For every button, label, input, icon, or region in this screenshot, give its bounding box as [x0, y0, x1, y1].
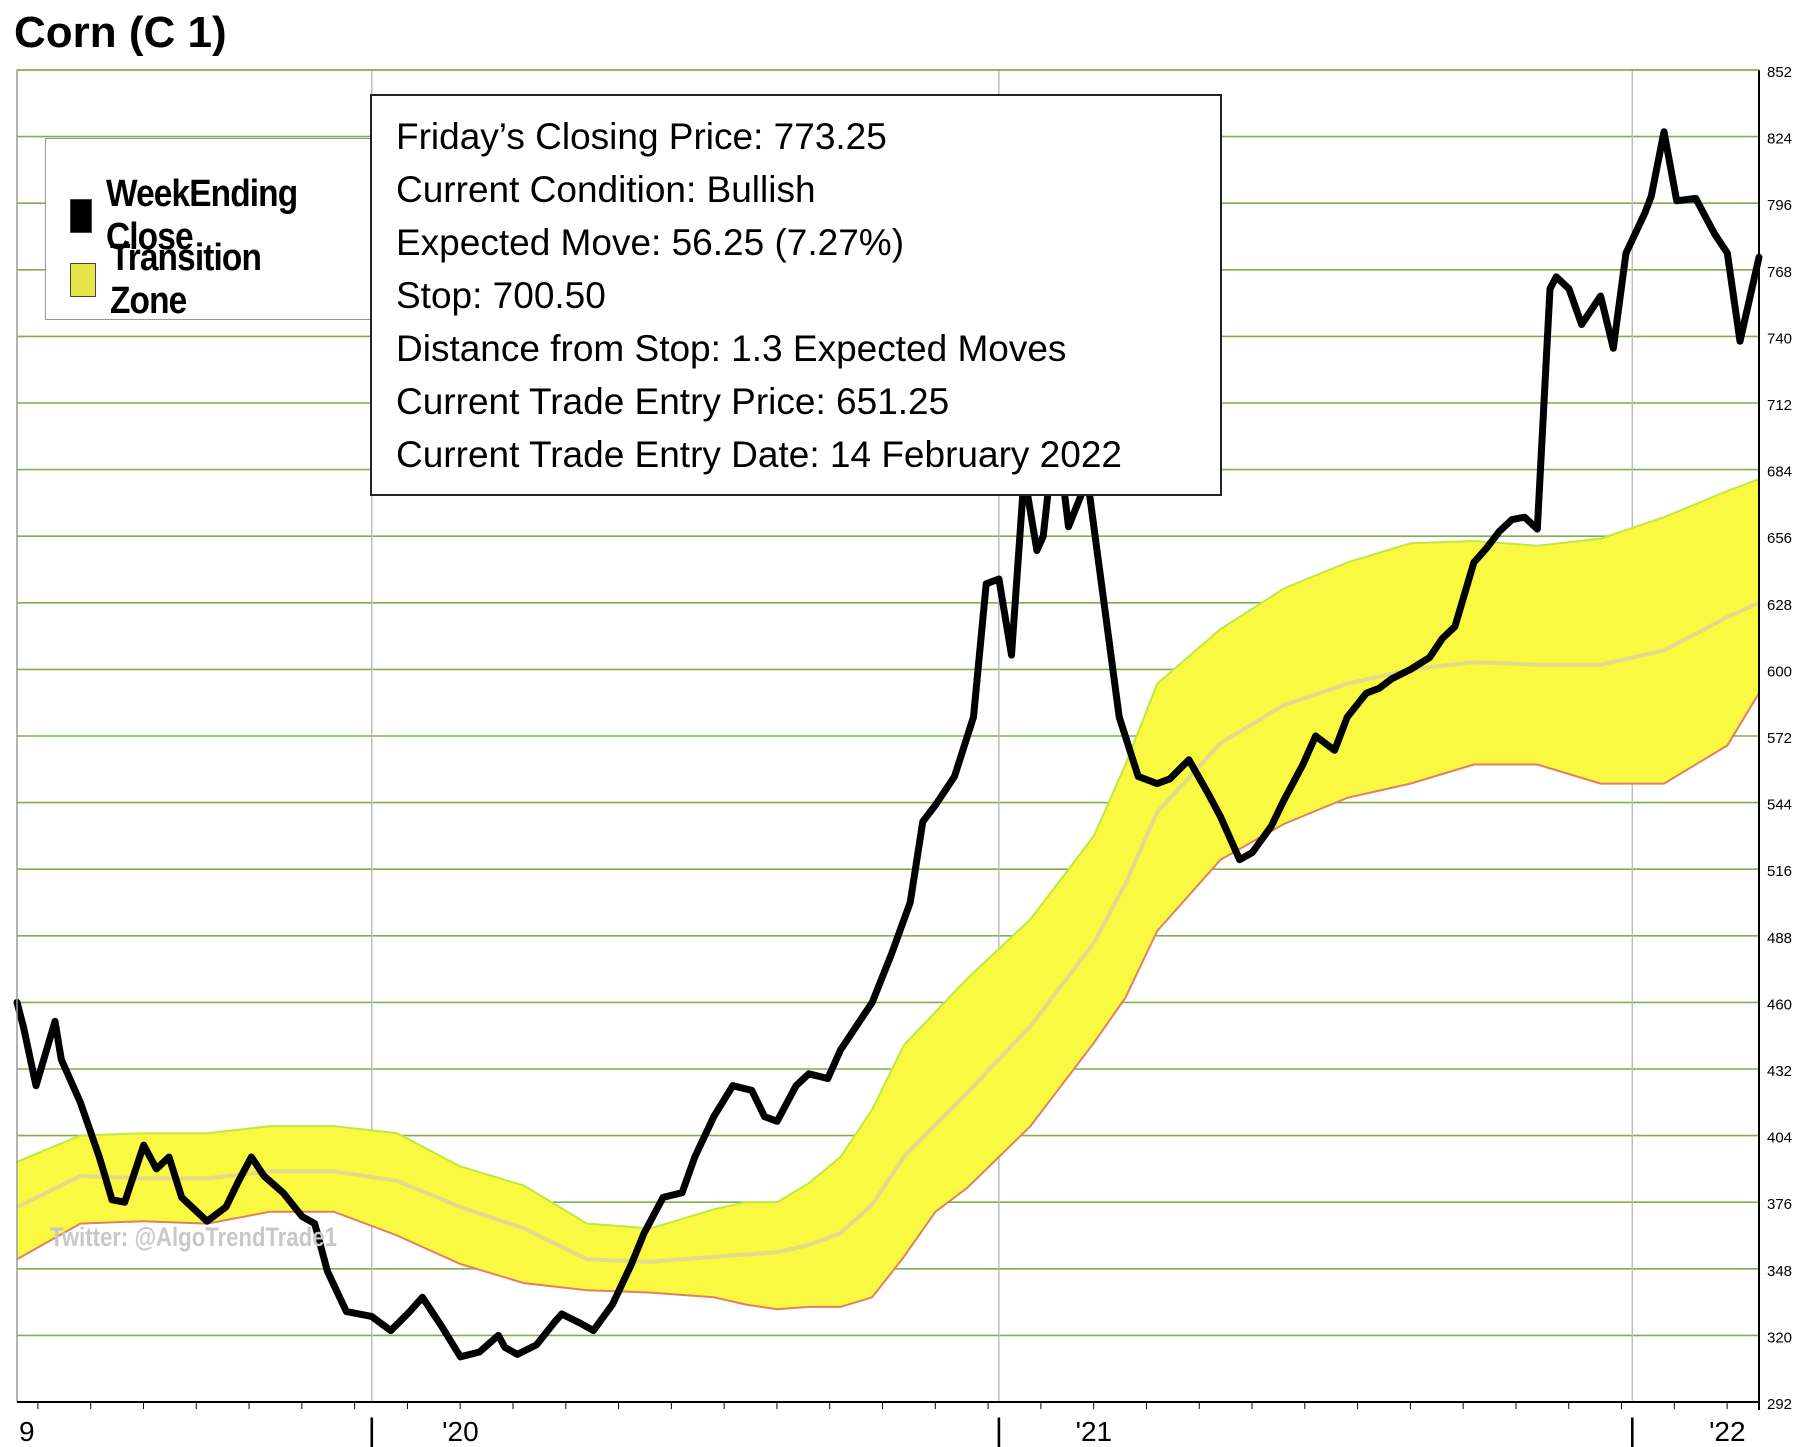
legend-item-zone: Transition Zone — [70, 237, 376, 323]
y-tick-label-712: 712 — [1767, 397, 1792, 414]
watermark: Twitter: @AlgoTrendTrade1 — [50, 1222, 337, 1252]
y-tick-label-544: 544 — [1767, 797, 1792, 814]
info-distance-from-stop: Distance from Stop: 1.3 Expected Moves — [396, 328, 1067, 369]
y-tick-label-376: 376 — [1767, 1196, 1792, 1213]
y-tick-label-600: 600 — [1767, 663, 1792, 680]
x-tick-labels: 9 | '20 | '21 | '22 — [19, 1412, 1746, 1447]
legend-label-close: WeekEnding Close — [105, 173, 298, 258]
y-tick-labels: 852 824 796 768 740 712 684 656 628 600 572 544 516 4… — [1767, 64, 1792, 1413]
info-expected-move: Expected Move: 56.25 (7.27%) — [396, 222, 905, 263]
weekending-close-series — [13, 128, 1763, 1361]
y-tick-label-684: 684 — [1767, 464, 1792, 481]
x-tick-label-2: '20 — [442, 1416, 479, 1447]
legend-label-zone: Transition Zone — [109, 237, 262, 322]
y-tick-label-628: 628 — [1767, 597, 1792, 614]
y-tick-label-404: 404 — [1767, 1130, 1792, 1147]
x-tick-label-5: | — [1628, 1412, 1636, 1447]
info-stop: Stop: 700.50 — [396, 275, 606, 316]
transition-zone-lower-edge — [16, 692, 1760, 1311]
close-line — [13, 128, 1763, 1361]
y-tick-label-740: 740 — [1767, 330, 1792, 347]
y-tick-label-656: 656 — [1767, 530, 1792, 547]
x-tick-label-4: '21 — [1076, 1416, 1113, 1447]
legend-item-close: WeekEnding Close — [70, 173, 376, 259]
y-tick-label-768: 768 — [1767, 264, 1792, 281]
y-tick-label-460: 460 — [1767, 996, 1792, 1013]
y-tick-label-488: 488 — [1767, 930, 1792, 947]
info-entry-date: Current Trade Entry Date: 14 February 20… — [396, 434, 1122, 475]
y-tick-label-320: 320 — [1767, 1329, 1792, 1346]
transition-zone-area — [17, 479, 1759, 1310]
legend-swatch-zone — [70, 263, 96, 297]
x-tick-label-0: 9 — [19, 1416, 35, 1447]
x-tick-label-6: '22 — [1709, 1416, 1746, 1447]
legend: WeekEnding Close Transition Zone — [45, 138, 377, 323]
y-tick-label-348: 348 — [1767, 1263, 1792, 1280]
x-tick-label-1: | — [368, 1412, 376, 1447]
y-tick-label-824: 824 — [1767, 131, 1792, 148]
transition-zone-upper-edge — [16, 478, 1760, 1230]
chart-title: Corn (C 1) — [14, 8, 227, 57]
info-closing-price: Friday’s Closing Price: 773.25 — [396, 116, 887, 157]
info-box: Friday’s Closing Price: 773.25 Current C… — [370, 94, 1222, 496]
transition-zone-midline — [16, 600, 1760, 1264]
y-tick-label-432: 432 — [1767, 1063, 1792, 1080]
y-tick-label-292: 292 — [1767, 1396, 1792, 1413]
y-tick-label-572: 572 — [1767, 730, 1792, 747]
y-tick-label-516: 516 — [1767, 863, 1792, 880]
y-tick-label-852: 852 — [1767, 64, 1792, 81]
y-tick-label-796: 796 — [1767, 197, 1792, 214]
x-tick-label-3: | — [995, 1412, 1003, 1447]
legend-swatch-close — [70, 199, 92, 233]
transition-zone — [16, 478, 1760, 1311]
info-current-condition: Current Condition: Bullish — [396, 169, 816, 210]
axes — [16, 69, 1760, 1410]
info-entry-price: Current Trade Entry Price: 651.25 — [396, 381, 950, 422]
